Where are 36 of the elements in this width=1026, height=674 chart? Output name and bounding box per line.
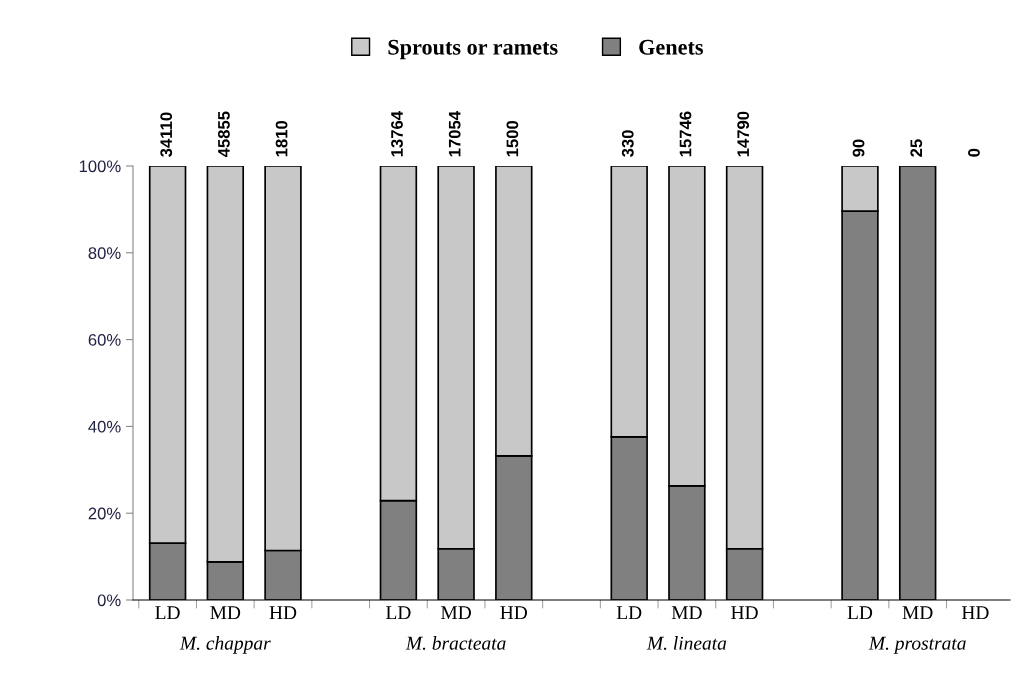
text: 45855 (217, 111, 230, 158)
y-tick-label: 80% (88, 247, 121, 259)
x-tick-label: MD (441, 606, 471, 620)
text: 14790 (737, 111, 750, 157)
x-tick-label: LD (616, 606, 642, 620)
y-tick-label: 100% (79, 160, 121, 173)
x-tick-label: HD (731, 606, 758, 620)
x-tick-label: LD (847, 606, 873, 620)
text: 17054 (448, 111, 461, 157)
text: M. lineata (646, 636, 727, 650)
y-tick-label: 60% (88, 334, 121, 346)
text: M. chappar (179, 636, 271, 654)
text: 1500 (506, 120, 519, 157)
text: M. bracteata (405, 636, 506, 650)
text: 0 (968, 148, 980, 157)
legend-label: Sprouts or ramets (388, 39, 558, 60)
text: 330 (621, 130, 634, 157)
y-tick-label: 0% (97, 594, 121, 607)
y-tick-label: 20% (88, 507, 121, 520)
text: 13764 (391, 111, 403, 157)
x-tick-label: LD (155, 606, 180, 620)
x-tick-label: MD (902, 606, 933, 620)
x-tick-label: HD (961, 606, 989, 620)
text: 15746 (679, 111, 692, 157)
text: 25 (910, 139, 923, 157)
x-tick-label: HD (269, 606, 297, 620)
text: 34110 (160, 112, 173, 157)
x-tick-label: MD (210, 606, 241, 620)
y-tick-label: 40% (88, 420, 121, 433)
text: 1810 (275, 120, 288, 157)
x-tick-label: LD (386, 606, 411, 620)
legend-label: Genets (639, 39, 703, 55)
text: M. prostrata (868, 636, 966, 654)
text: 90 (852, 139, 865, 157)
x-tick-label: HD (500, 606, 528, 620)
x-tick-label: MD (671, 606, 702, 620)
